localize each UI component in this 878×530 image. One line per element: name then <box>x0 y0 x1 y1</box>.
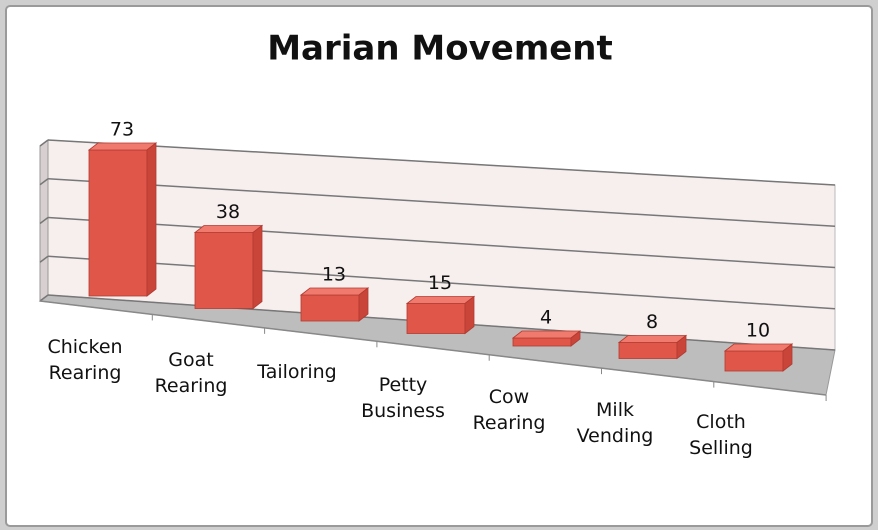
grid-line-side <box>39 255 49 263</box>
x-tick-label: Milk Vending <box>576 398 654 447</box>
x-tick-label: Petty Business <box>361 373 445 422</box>
bar-front <box>300 294 360 322</box>
bar-side <box>676 334 687 360</box>
x-tick-label: Tailoring <box>257 361 337 383</box>
data-label: 10 <box>746 320 770 342</box>
bar-front <box>406 303 466 334</box>
x-tick-label: Goat Rearing <box>154 348 228 397</box>
grid-line <box>47 139 836 186</box>
bar-front <box>618 342 678 359</box>
grid-line-side <box>39 216 49 225</box>
bar-side <box>252 224 263 310</box>
bar-front <box>512 337 572 347</box>
bar-side <box>782 343 793 372</box>
bar-side <box>570 330 581 347</box>
data-label: 4 <box>540 307 552 329</box>
data-label: 8 <box>646 311 658 333</box>
data-label: 15 <box>428 272 452 294</box>
x-tick-label: Chicken Rearing <box>47 336 123 384</box>
bar-top <box>405 296 476 304</box>
x-tick-label: Cloth Selling <box>689 411 753 459</box>
bar-side <box>146 142 157 297</box>
bar-top <box>87 142 158 151</box>
chart-title: Marian Movement <box>267 29 613 69</box>
bar-front <box>724 350 784 372</box>
bar-top <box>299 287 370 296</box>
data-label: 13 <box>322 264 346 286</box>
grid-line-side <box>39 178 49 186</box>
x-tick-label: Cow Rearing <box>472 386 546 434</box>
x-axis <box>39 300 827 396</box>
bar-front <box>88 149 148 297</box>
bar-top <box>511 330 582 339</box>
grid-line-side <box>39 294 49 302</box>
bar-top <box>193 225 264 233</box>
grid-line <box>47 216 836 269</box>
bar-side <box>464 295 475 335</box>
bar-side <box>358 287 369 322</box>
grid-line-side <box>39 139 49 147</box>
bar-top <box>723 343 794 352</box>
grid-line <box>47 178 836 227</box>
grid-line <box>47 255 836 310</box>
bar-top <box>617 335 688 343</box>
data-label: 73 <box>110 119 134 141</box>
data-label: 38 <box>216 201 240 223</box>
bar-front <box>194 232 254 309</box>
